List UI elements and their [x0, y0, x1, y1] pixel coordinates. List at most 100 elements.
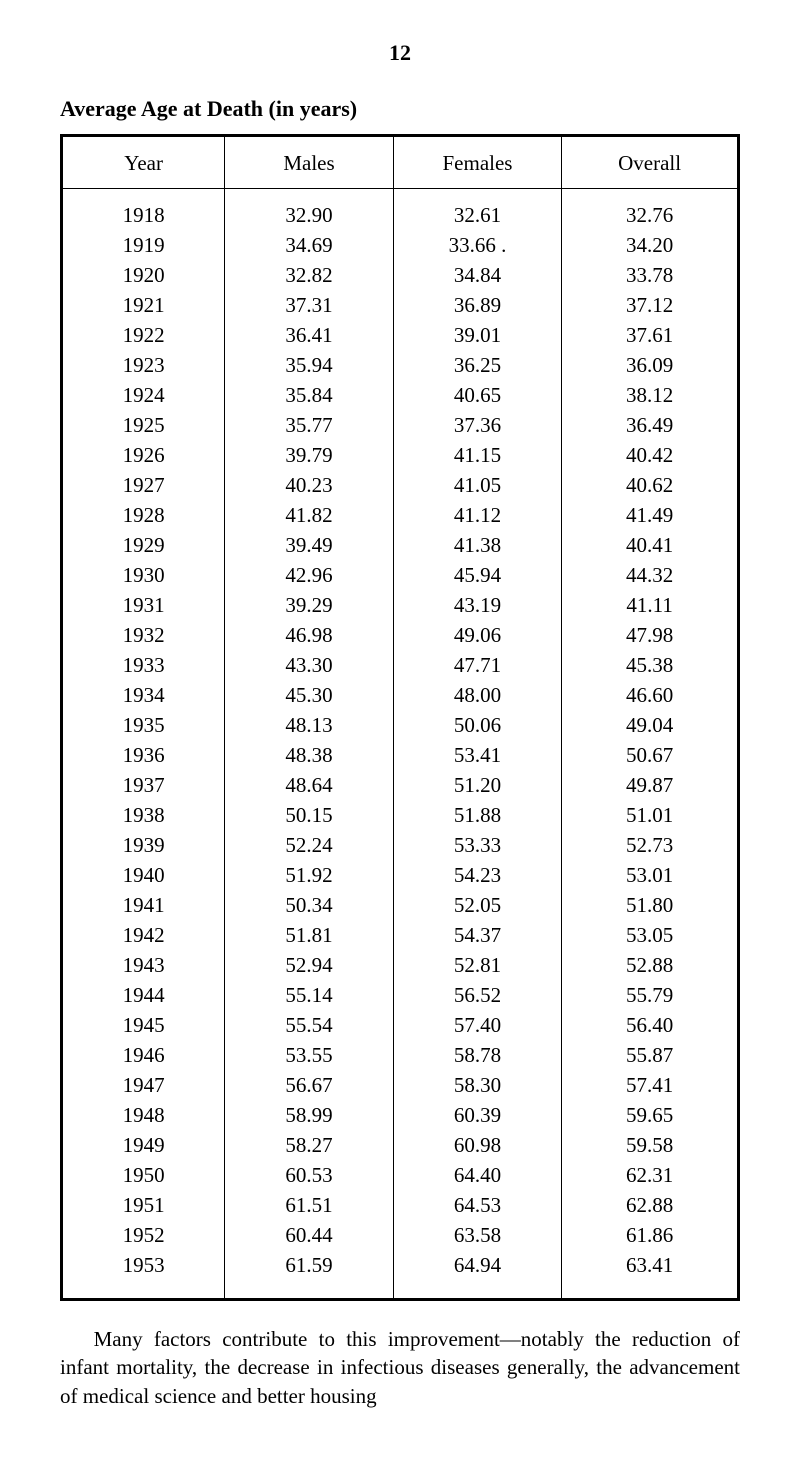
table-cell: 1943 [63, 951, 225, 981]
table-row: 195361.5964.9463.41 [63, 1251, 737, 1299]
table-cell: 1953 [63, 1251, 225, 1299]
table-cell: 53.41 [393, 741, 562, 771]
table-cell: 36.25 [393, 351, 562, 381]
table-row: 192740.2341.0540.62 [63, 471, 737, 501]
table-row: 194858.9960.3959.65 [63, 1101, 737, 1131]
table-cell: 50.06 [393, 711, 562, 741]
table-cell: 1945 [63, 1011, 225, 1041]
table-cell: 60.39 [393, 1101, 562, 1131]
table-cell: 41.38 [393, 531, 562, 561]
table-cell: 1923 [63, 351, 225, 381]
table-row: 194251.8154.3753.05 [63, 921, 737, 951]
table-cell: 36.89 [393, 291, 562, 321]
table-row: 192535.7737.3636.49 [63, 411, 737, 441]
table-cell: 1931 [63, 591, 225, 621]
table-cell: 33.66 . [393, 231, 562, 261]
table-cell: 41.49 [562, 501, 737, 531]
table-cell: 58.99 [225, 1101, 394, 1131]
table-cell: 41.82 [225, 501, 394, 531]
table-cell: 41.11 [562, 591, 737, 621]
table-cell: 40.42 [562, 441, 737, 471]
table-cell: 63.58 [393, 1221, 562, 1251]
table-cell: 56.52 [393, 981, 562, 1011]
table-cell: 48.64 [225, 771, 394, 801]
table-cell: 53.05 [562, 921, 737, 951]
table-cell: 49.06 [393, 621, 562, 651]
table-cell: 35.94 [225, 351, 394, 381]
table-cell: 44.32 [562, 561, 737, 591]
table-cell: 1927 [63, 471, 225, 501]
table-cell: 1949 [63, 1131, 225, 1161]
table-cell: 1940 [63, 861, 225, 891]
table-cell: 49.04 [562, 711, 737, 741]
table-row: 191832.9032.6132.76 [63, 189, 737, 231]
table-cell: 45.94 [393, 561, 562, 591]
table-cell: 51.80 [562, 891, 737, 921]
table-row: 192639.7941.1540.42 [63, 441, 737, 471]
table-cell: 1950 [63, 1161, 225, 1191]
table-body: 191832.9032.6132.76191934.6933.66 .34.20… [63, 189, 737, 1299]
table-row: 193748.6451.2049.87 [63, 771, 737, 801]
data-table: Year Males Females Overall 191832.9032.6… [63, 137, 737, 1298]
document-page: 12 Average Age at Death (in years) Year … [0, 0, 800, 1481]
table-cell: 36.41 [225, 321, 394, 351]
table-cell: 1946 [63, 1041, 225, 1071]
table-cell: 1944 [63, 981, 225, 1011]
page-title: Average Age at Death (in years) [60, 96, 740, 122]
table-row: 193139.2943.1941.11 [63, 591, 737, 621]
table-cell: 1919 [63, 231, 225, 261]
table-row: 193548.1350.0649.04 [63, 711, 737, 741]
table-cell: 61.51 [225, 1191, 394, 1221]
table-cell: 51.88 [393, 801, 562, 831]
table-cell: 40.23 [225, 471, 394, 501]
table-cell: 1951 [63, 1191, 225, 1221]
table-row: 192435.8440.6538.12 [63, 381, 737, 411]
table-cell: 1948 [63, 1101, 225, 1131]
table-row: 194555.5457.4056.40 [63, 1011, 737, 1041]
table-cell: 45.30 [225, 681, 394, 711]
table-row: 193648.3853.4150.67 [63, 741, 737, 771]
table-cell: 60.44 [225, 1221, 394, 1251]
table-cell: 46.60 [562, 681, 737, 711]
table-cell: 1941 [63, 891, 225, 921]
table-cell: 40.62 [562, 471, 737, 501]
table-cell: 52.73 [562, 831, 737, 861]
table-row: 193850.1551.8851.01 [63, 801, 737, 831]
table-cell: 33.78 [562, 261, 737, 291]
table-row: 192335.9436.2536.09 [63, 351, 737, 381]
table-header-row: Year Males Females Overall [63, 137, 737, 189]
table-cell: 53.33 [393, 831, 562, 861]
caption-paragraph: Many factors contribute to this improvem… [60, 1325, 740, 1410]
table-cell: 1925 [63, 411, 225, 441]
col-header-females: Females [393, 137, 562, 189]
table-cell: 37.61 [562, 321, 737, 351]
table-cell: 52.05 [393, 891, 562, 921]
table-row: 194958.2760.9859.58 [63, 1131, 737, 1161]
table-row: 193445.3048.0046.60 [63, 681, 737, 711]
table-cell: 51.92 [225, 861, 394, 891]
table-cell: 1937 [63, 771, 225, 801]
table-cell: 64.94 [393, 1251, 562, 1299]
table-row: 195161.5164.5362.88 [63, 1191, 737, 1221]
table-cell: 48.00 [393, 681, 562, 711]
table-cell: 51.01 [562, 801, 737, 831]
table-cell: 37.31 [225, 291, 394, 321]
table-cell: 61.86 [562, 1221, 737, 1251]
table-cell: 43.30 [225, 651, 394, 681]
table-cell: 55.54 [225, 1011, 394, 1041]
table-cell: 52.94 [225, 951, 394, 981]
table-cell: 42.96 [225, 561, 394, 591]
table-row: 191934.6933.66 .34.20 [63, 231, 737, 261]
table-row: 193952.2453.3352.73 [63, 831, 737, 861]
table-cell: 41.12 [393, 501, 562, 531]
table-row: 193042.9645.9444.32 [63, 561, 737, 591]
table-cell: 61.59 [225, 1251, 394, 1299]
table-cell: 46.98 [225, 621, 394, 651]
table-cell: 50.15 [225, 801, 394, 831]
table-cell: 56.67 [225, 1071, 394, 1101]
table-cell: 53.01 [562, 861, 737, 891]
table-cell: 60.53 [225, 1161, 394, 1191]
table-cell: 34.20 [562, 231, 737, 261]
table-row: 192032.8234.8433.78 [63, 261, 737, 291]
table-cell: 59.58 [562, 1131, 737, 1161]
